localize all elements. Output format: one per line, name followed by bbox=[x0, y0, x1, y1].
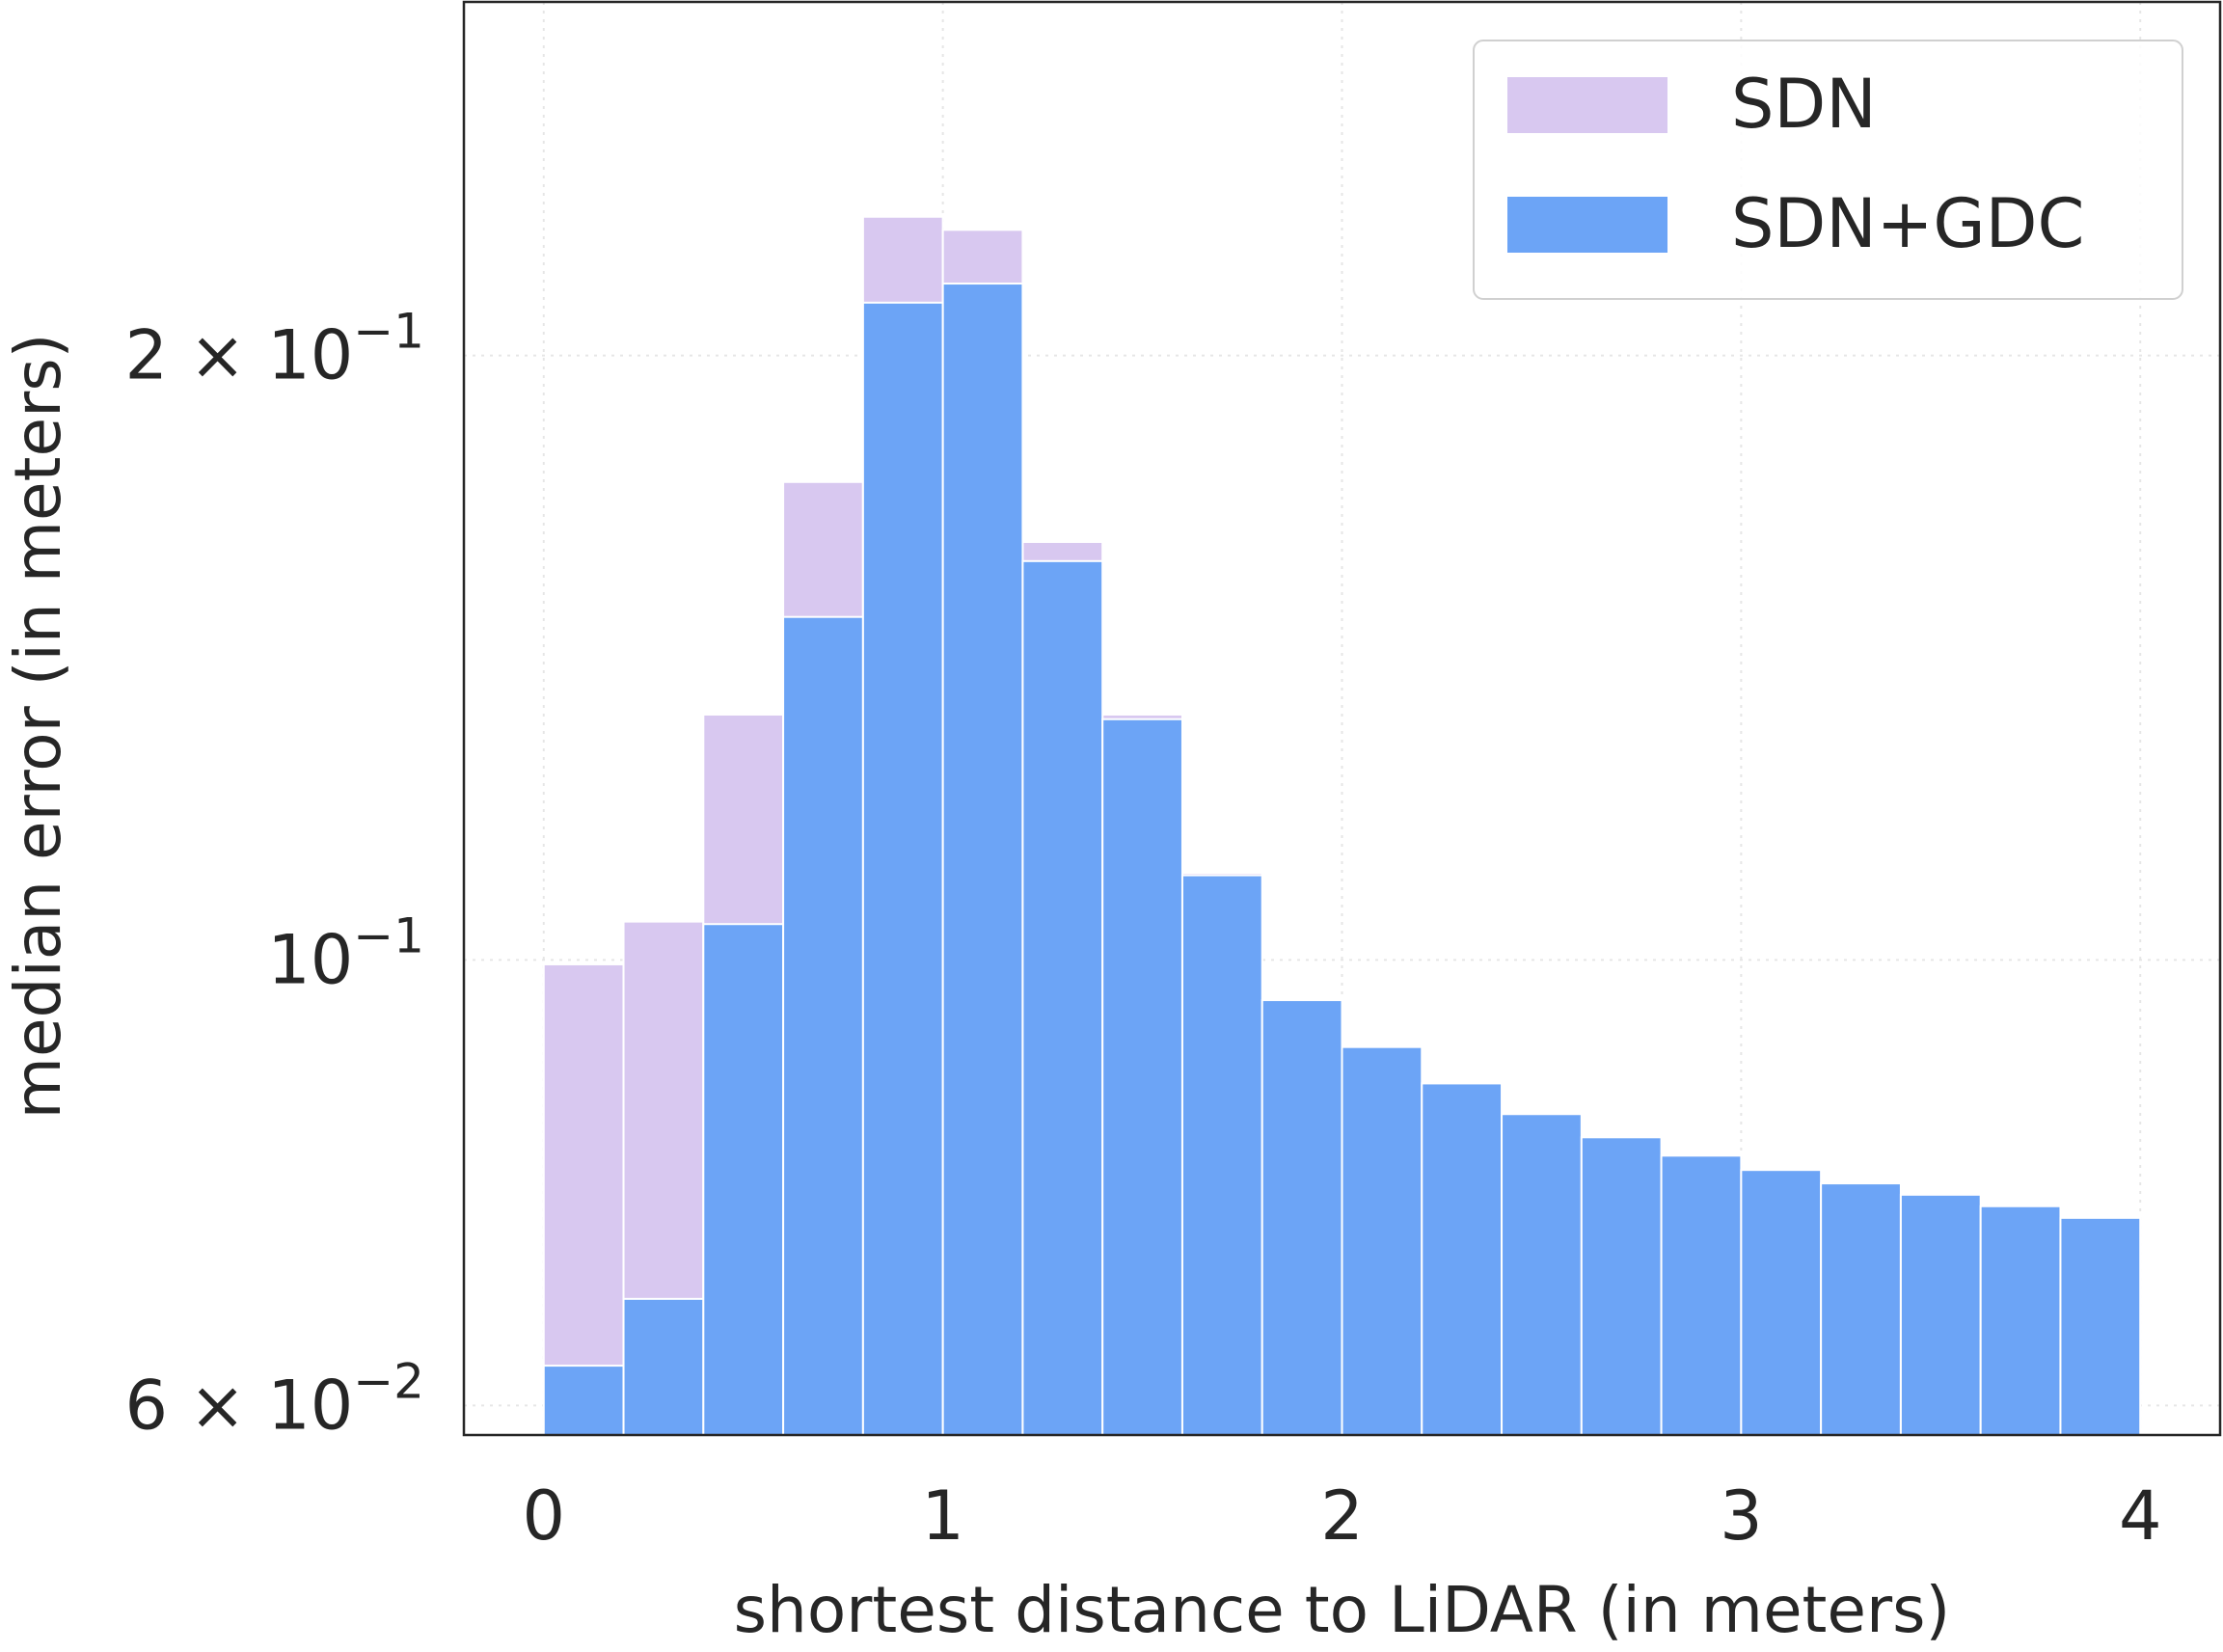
bar-sdn-gdc bbox=[1421, 1082, 1504, 1436]
x-tick-labels: 0 1 2 3 4 bbox=[522, 1476, 2161, 1556]
y-tick-label: 6 × 10−2 bbox=[125, 1353, 424, 1445]
bar-sdn-gdc bbox=[1979, 1205, 2062, 1437]
x-tick-label: 4 bbox=[2119, 1476, 2162, 1556]
legend-label: SDN+GDC bbox=[1731, 184, 2084, 263]
x-tick-label: 3 bbox=[1720, 1476, 1763, 1556]
bars-group bbox=[542, 215, 2142, 1437]
bar-sdn-gdc bbox=[1580, 1136, 1663, 1436]
y-tick-label: 10−1 bbox=[267, 907, 424, 999]
bar-sdn-gdc bbox=[1820, 1182, 1902, 1437]
bar-sdn-gdc bbox=[1021, 559, 1104, 1436]
bar-sdn-gdc bbox=[1101, 718, 1183, 1436]
y-tick-label: 2 × 10−1 bbox=[125, 304, 424, 395]
bar-sdn-gdc bbox=[861, 301, 944, 1436]
bar-sdn bbox=[542, 962, 625, 1436]
bar-sdn-gdc bbox=[941, 283, 1024, 1436]
bar-sdn-gdc bbox=[1501, 1113, 1583, 1437]
bar-sdn-gdc bbox=[1660, 1154, 1743, 1436]
bar-sdn-gdc bbox=[1341, 1045, 1423, 1436]
bar-sdn-gdc bbox=[702, 923, 785, 1436]
bar-sdn-gdc bbox=[1740, 1169, 1823, 1436]
y-tick-labels: 2 × 10−1 10−1 6 × 10−2 bbox=[125, 304, 424, 1446]
x-axis-label: shortest distance to LiDAR (in meters) bbox=[734, 1573, 1951, 1647]
x-tick-label: 2 bbox=[1320, 1476, 1364, 1556]
legend-label: SDN bbox=[1731, 65, 1877, 144]
legend-swatch bbox=[1507, 77, 1667, 133]
x-tick-label: 1 bbox=[921, 1476, 964, 1556]
bar-sdn-gdc bbox=[1899, 1193, 1982, 1437]
bar-sdn-gdc bbox=[782, 615, 864, 1436]
legend-swatch bbox=[1507, 197, 1667, 253]
x-tick-label: 0 bbox=[522, 1476, 565, 1556]
bar-sdn-gdc bbox=[542, 1365, 625, 1436]
y-axis-label: median error (in meters) bbox=[1, 334, 75, 1120]
plot-frame bbox=[462, 0, 2222, 1437]
bar-sdn-gdc bbox=[1261, 999, 1343, 1436]
bar-sdn-gdc bbox=[1180, 874, 1263, 1436]
legend: SDN SDN+GDC bbox=[1473, 40, 2183, 300]
bar-sdn-gdc bbox=[622, 1297, 705, 1436]
bar-sdn-gdc bbox=[2059, 1216, 2142, 1436]
